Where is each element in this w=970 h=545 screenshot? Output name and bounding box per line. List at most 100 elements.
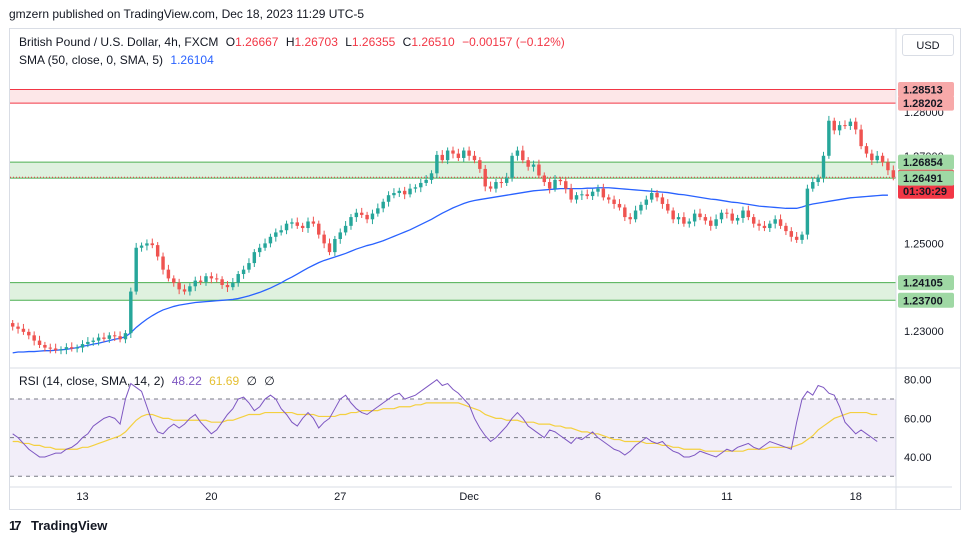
candle-body [682, 217, 686, 224]
candle-body [741, 210, 745, 218]
price-tag-bg [898, 82, 954, 98]
brand-text: TradingView [31, 518, 108, 533]
time-tick-label: 20 [205, 491, 217, 503]
candle-body [504, 177, 509, 183]
price-tag-label: 01:30:29 [903, 186, 947, 198]
high-label: H [285, 35, 295, 49]
sma-line [12, 187, 888, 354]
candle-body [252, 252, 257, 264]
candle-body [247, 263, 251, 270]
price-tag-label: 1.24105 [903, 278, 943, 290]
candle-body [107, 335, 112, 339]
candle-body [649, 193, 654, 200]
candle-body [10, 323, 15, 327]
rsi-value: 48.22 [171, 374, 202, 388]
time-tick-label: 27 [334, 491, 346, 503]
open-label: O [225, 35, 236, 49]
candle-body [392, 193, 396, 196]
currency-button[interactable]: USD [902, 34, 954, 56]
candle-body [139, 245, 144, 248]
time-tick-label: 11 [721, 491, 732, 503]
open-value: 1.26667 [235, 35, 279, 49]
candle-body [859, 129, 863, 147]
price-tag-bg [898, 95, 954, 111]
price-tag-label: 1.28513 [903, 85, 943, 97]
candle-body [241, 269, 246, 275]
candle-body [134, 247, 138, 292]
candle-body [784, 225, 788, 232]
candle-body [290, 222, 294, 224]
candle-body [257, 247, 262, 253]
chart-frame [9, 28, 961, 510]
candle-body [725, 212, 729, 214]
low-label: L [345, 35, 352, 49]
candle-body [424, 179, 428, 183]
candle-body [370, 213, 375, 220]
candle-body [231, 282, 235, 288]
price-tag-bg [898, 292, 954, 308]
candle-body [692, 213, 697, 222]
candle-body [419, 182, 423, 188]
candle-body [472, 155, 477, 161]
candle-body [435, 154, 439, 174]
candle-body [628, 217, 632, 220]
candle-body [343, 225, 348, 233]
candle-body [821, 155, 826, 178]
candle-body [161, 256, 165, 270]
candle-body [408, 188, 412, 195]
rsi-line [12, 379, 878, 458]
candle-body [172, 278, 176, 283]
candle-body [150, 243, 155, 246]
candle-body [177, 282, 181, 290]
candle-body [37, 340, 42, 345]
price-tick-label: 1.23000 [904, 326, 944, 338]
candle-body [762, 225, 767, 229]
candle-body [880, 155, 885, 163]
candle-body [703, 217, 708, 221]
candle-body [413, 187, 418, 189]
candle-body [70, 347, 74, 349]
candle-body [558, 179, 563, 182]
rsi-tick-label: 60.00 [904, 413, 932, 425]
candle-body [478, 160, 482, 169]
candle-body [483, 168, 487, 187]
price-tag-label: 1.26854 [903, 157, 944, 169]
candle-body [16, 326, 20, 329]
candle-body [204, 276, 208, 282]
candle-body [837, 125, 842, 131]
candle-body [322, 234, 326, 244]
candle-body [451, 150, 455, 154]
candle-body [225, 284, 230, 288]
candle-body [886, 162, 890, 171]
zone-2 [10, 282, 896, 301]
candle-body [376, 208, 380, 214]
candle-body [43, 344, 47, 348]
candle-body [86, 341, 90, 345]
sma-value: 1.26104 [170, 53, 214, 67]
candle-body [751, 217, 756, 224]
candle-body [564, 181, 568, 189]
price-tag-bg [898, 275, 954, 291]
price-tag-bg [898, 170, 954, 186]
candle-body [129, 291, 133, 334]
candle-body [601, 188, 606, 198]
candle-body [445, 150, 450, 161]
candle-body [166, 269, 171, 279]
candle-body [48, 347, 52, 349]
candle-body [574, 195, 579, 200]
change-value: −0.00157 (−0.12%) [462, 35, 565, 49]
candle-body [580, 194, 584, 196]
candle-body [843, 125, 847, 127]
candle-body [236, 274, 240, 283]
time-tick-label: 13 [76, 491, 88, 503]
candle-body [590, 191, 595, 197]
candle-body [789, 231, 794, 237]
close-label: C [402, 35, 412, 49]
close-value: 1.26510 [411, 35, 455, 49]
high-value: 1.26703 [294, 35, 338, 49]
candle-body [607, 197, 611, 200]
time-tick-label: 6 [595, 491, 601, 503]
candle-body [585, 194, 589, 197]
candle-body [494, 182, 498, 189]
